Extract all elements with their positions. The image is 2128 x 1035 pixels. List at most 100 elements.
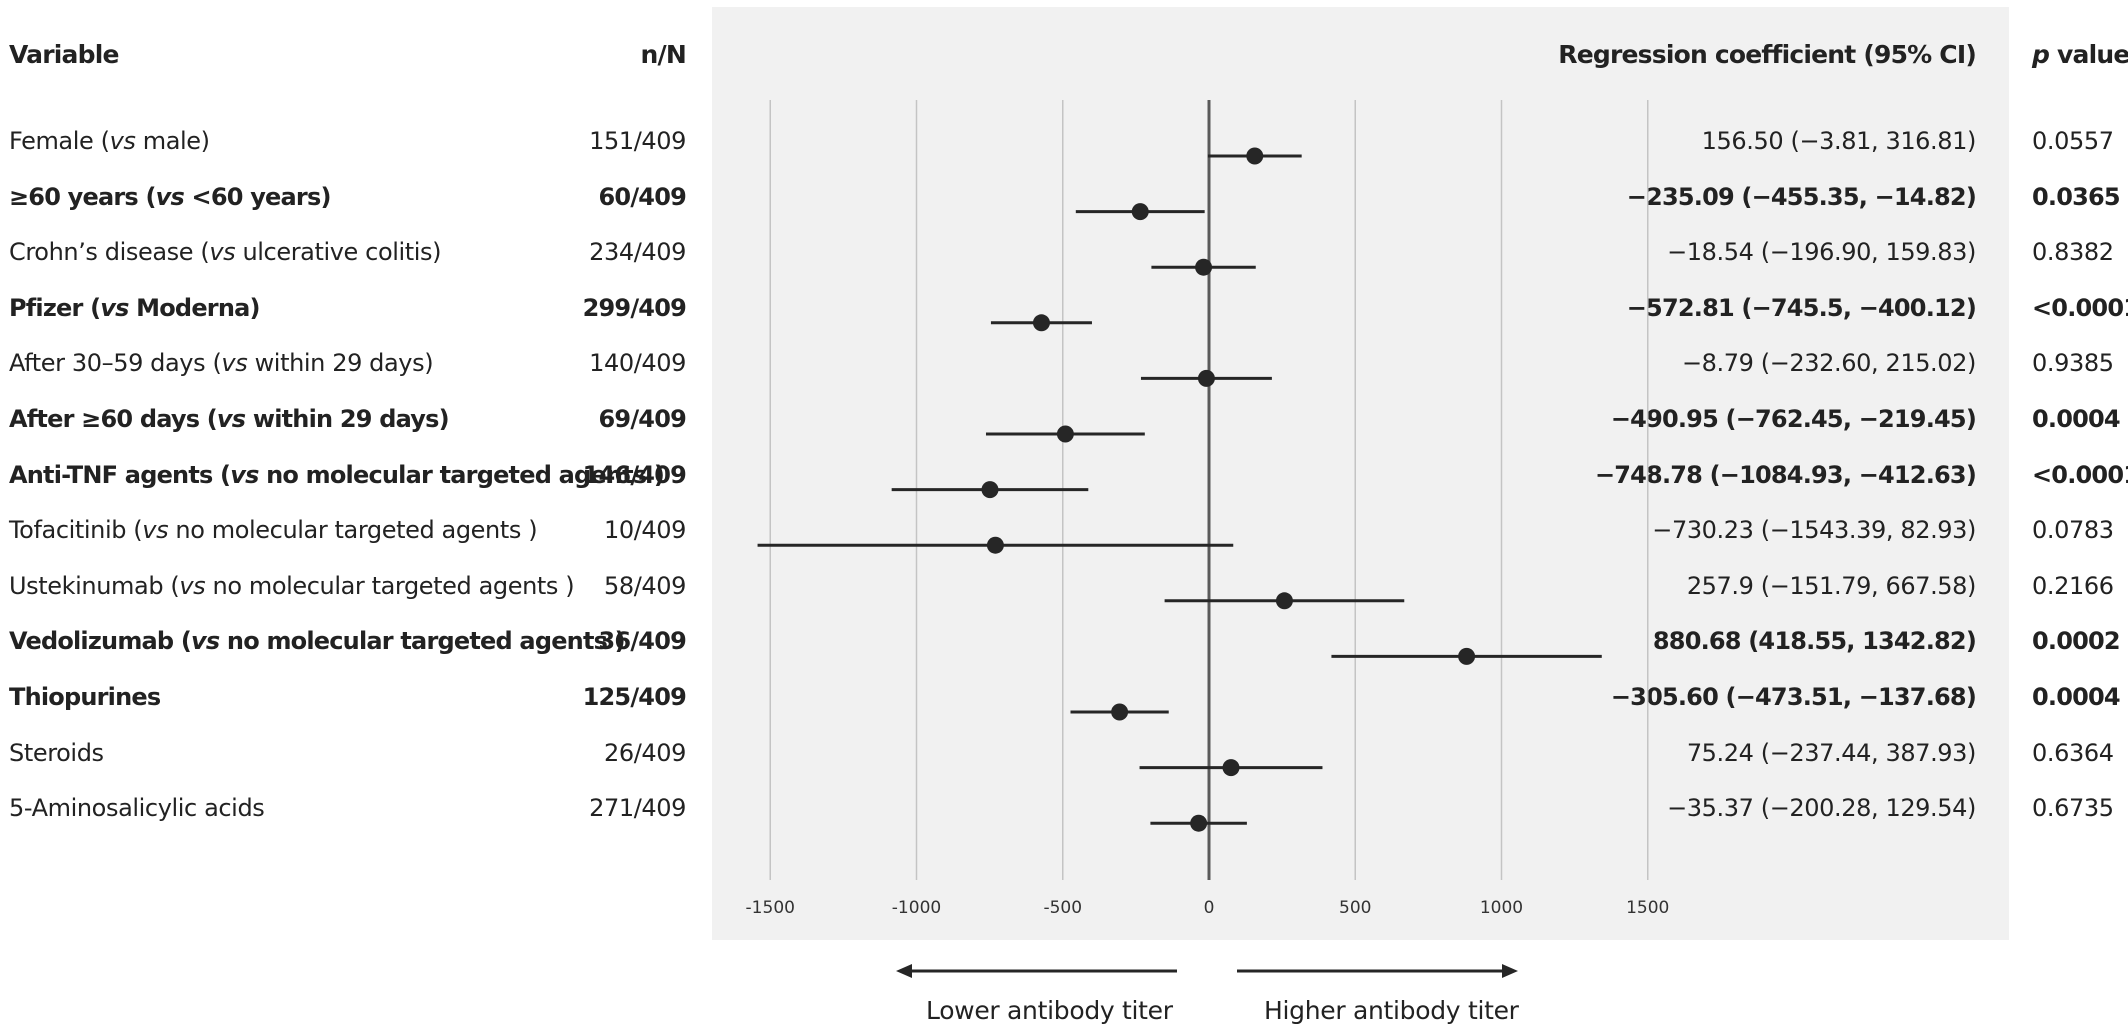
x-tick-label: -1500: [746, 898, 795, 918]
row-label-vs: vs: [216, 405, 246, 433]
estimate-point: [1246, 147, 1264, 165]
x-tick-label: -1000: [892, 898, 941, 918]
header-p-rest: value: [2049, 40, 2128, 69]
row-label-vs: vs: [155, 182, 185, 211]
estimate-point: [1111, 703, 1129, 721]
row-label: Pfizer (vs Moderna): [9, 293, 260, 323]
right-arrow-head: [1502, 964, 1518, 978]
row-p-value: 0.9385: [2032, 349, 2114, 378]
row-label: Female (vs male): [9, 126, 210, 156]
row-coefficient: −18.54 (−196.90, 159.83): [1667, 238, 1976, 267]
row-label-main: Vedolizumab (: [9, 627, 192, 656]
row-coefficient: −730.23 (−1543.39, 82.93): [1652, 516, 1976, 545]
row-n-over-N: 10/409: [603, 516, 686, 545]
row-n-over-N: 58/409: [603, 571, 686, 600]
row-label-vs: vs: [179, 571, 206, 600]
row-label-main: Tofacitinib (: [9, 516, 143, 545]
row-n-over-N: 140/409: [589, 349, 686, 378]
row-label-reference: no molecular targeted agents ): [205, 571, 575, 600]
row-p-value: 0.0365: [2032, 182, 2121, 211]
row-label: 5-Aminosalicylic acids: [9, 793, 265, 823]
estimate-point: [1458, 647, 1476, 665]
row-n-over-N: 60/409: [598, 182, 687, 211]
x-tick-label: 1500: [1626, 898, 1669, 918]
row-p-value: 0.8382: [2032, 238, 2114, 267]
row-n-over-N: 299/409: [582, 293, 687, 322]
row-label: ≥60 years (vs <60 years): [9, 182, 331, 212]
row-label-reference: no molecular targeted agents ): [168, 516, 538, 545]
row-n-over-N: 36/409: [598, 627, 687, 656]
estimate-point: [981, 481, 999, 499]
row-n-over-N: 234/409: [589, 238, 686, 267]
row-label-main: Steroids: [9, 738, 104, 767]
row-p-value: 0.6364: [2032, 738, 2114, 767]
x-tick-label: 500: [1339, 898, 1371, 918]
row-label-reference: no molecular targeted agents ): [258, 460, 665, 489]
row-label-reference: <60 years): [183, 182, 332, 211]
plot-panel: [712, 7, 2009, 940]
row-label: After ≥60 days (vs within 29 days): [9, 404, 450, 434]
row-p-value: 0.2166: [2032, 571, 2114, 600]
row-n-over-N: 271/409: [589, 794, 686, 823]
row-p-value: 0.0557: [2032, 127, 2114, 155]
row-label: Steroids: [9, 738, 104, 768]
x-tick-label: 1000: [1480, 898, 1523, 918]
row-label-reference: Moderna): [128, 293, 260, 322]
estimate-point: [986, 536, 1004, 554]
row-label-main: Thiopurines: [9, 683, 161, 711]
x-tick-label: 0: [1204, 898, 1215, 918]
row-coefficient: −235.09 (−455.35, −14.82): [1626, 182, 1977, 211]
header-variable: Variable: [9, 40, 119, 69]
row-label-reference: within 29 days): [245, 405, 450, 433]
estimate-point: [1131, 203, 1149, 221]
row-label-reference: ulcerative colitis): [235, 238, 442, 267]
row-label-main: Ustekinumab (: [9, 571, 180, 600]
higher-antibody-titer-label: Higher antibody titer: [1264, 996, 1519, 1025]
row-n-over-N: 69/409: [598, 405, 687, 433]
x-tick-labels: -1500 -1000 -500 0 500 1000 1500: [746, 898, 1670, 918]
row-n-over-N: 151/409: [589, 127, 686, 155]
row-label-reference: no molecular targeted agents ): [219, 627, 626, 656]
row-coefficient: −8.79 (−232.60, 215.02): [1681, 349, 1976, 378]
row-p-value: 0.0004: [2032, 405, 2121, 433]
row-coefficient: −35.37 (−200.28, 129.54): [1667, 794, 1976, 823]
row-label-main: Female (: [9, 127, 110, 155]
header-p-value: p value: [2032, 40, 2128, 69]
row-coefficient: −305.60 (−473.51, −137.68): [1610, 683, 1977, 711]
estimate-point: [1197, 369, 1215, 387]
header-regression-coefficient: Regression coefficient (95% CI): [1558, 40, 1977, 69]
estimate-point: [1275, 592, 1293, 610]
row-label-main: Pfizer (: [9, 293, 101, 322]
row-p-value: 0.0004: [2032, 683, 2121, 711]
direction-arrows: [896, 964, 1518, 978]
row-label: Ustekinumab (vs no molecular targeted ag…: [9, 571, 575, 601]
left-arrow-head: [896, 964, 912, 978]
row-coefficient: −572.81 (−745.5, −400.12): [1626, 293, 1977, 322]
row-label: Tofacitinib (vs no molecular targeted ag…: [9, 515, 538, 545]
row-label-vs: vs: [191, 627, 220, 656]
row-label: Crohn’s disease (vs ulcerative colitis): [9, 237, 442, 267]
row-label-vs: vs: [209, 238, 236, 267]
row-label-reference: male): [135, 127, 210, 155]
estimate-marks: [757, 147, 1602, 832]
row-p-value: 0.0783: [2032, 516, 2114, 545]
row-coefficient: −748.78 (−1084.93, −412.63): [1594, 460, 1977, 489]
row-label-main: ≥60 years (: [9, 182, 156, 211]
header-n-over-N: n/N: [640, 40, 687, 69]
row-label-vs: vs: [230, 460, 259, 489]
row-label-main: 5-Aminosalicylic acids: [9, 794, 265, 823]
row-label: After 30–59 days (vs within 29 days): [9, 348, 434, 378]
row-label-vs: vs: [109, 127, 136, 155]
row-label-vs: vs: [142, 516, 169, 545]
row-label-vs: vs: [100, 293, 129, 322]
row-label-main: After ≥60 days (: [9, 405, 218, 433]
row-label-main: Anti-TNF agents (: [9, 460, 231, 489]
row-label-vs: vs: [221, 349, 248, 378]
row-p-value: 0.6735: [2032, 794, 2114, 823]
row-label: Thiopurines: [9, 682, 161, 712]
row-n-over-N: 125/409: [582, 683, 687, 711]
row-label: Anti-TNF agents (vs no molecular targete…: [9, 460, 665, 490]
row-label-reference: within 29 days): [247, 349, 434, 378]
